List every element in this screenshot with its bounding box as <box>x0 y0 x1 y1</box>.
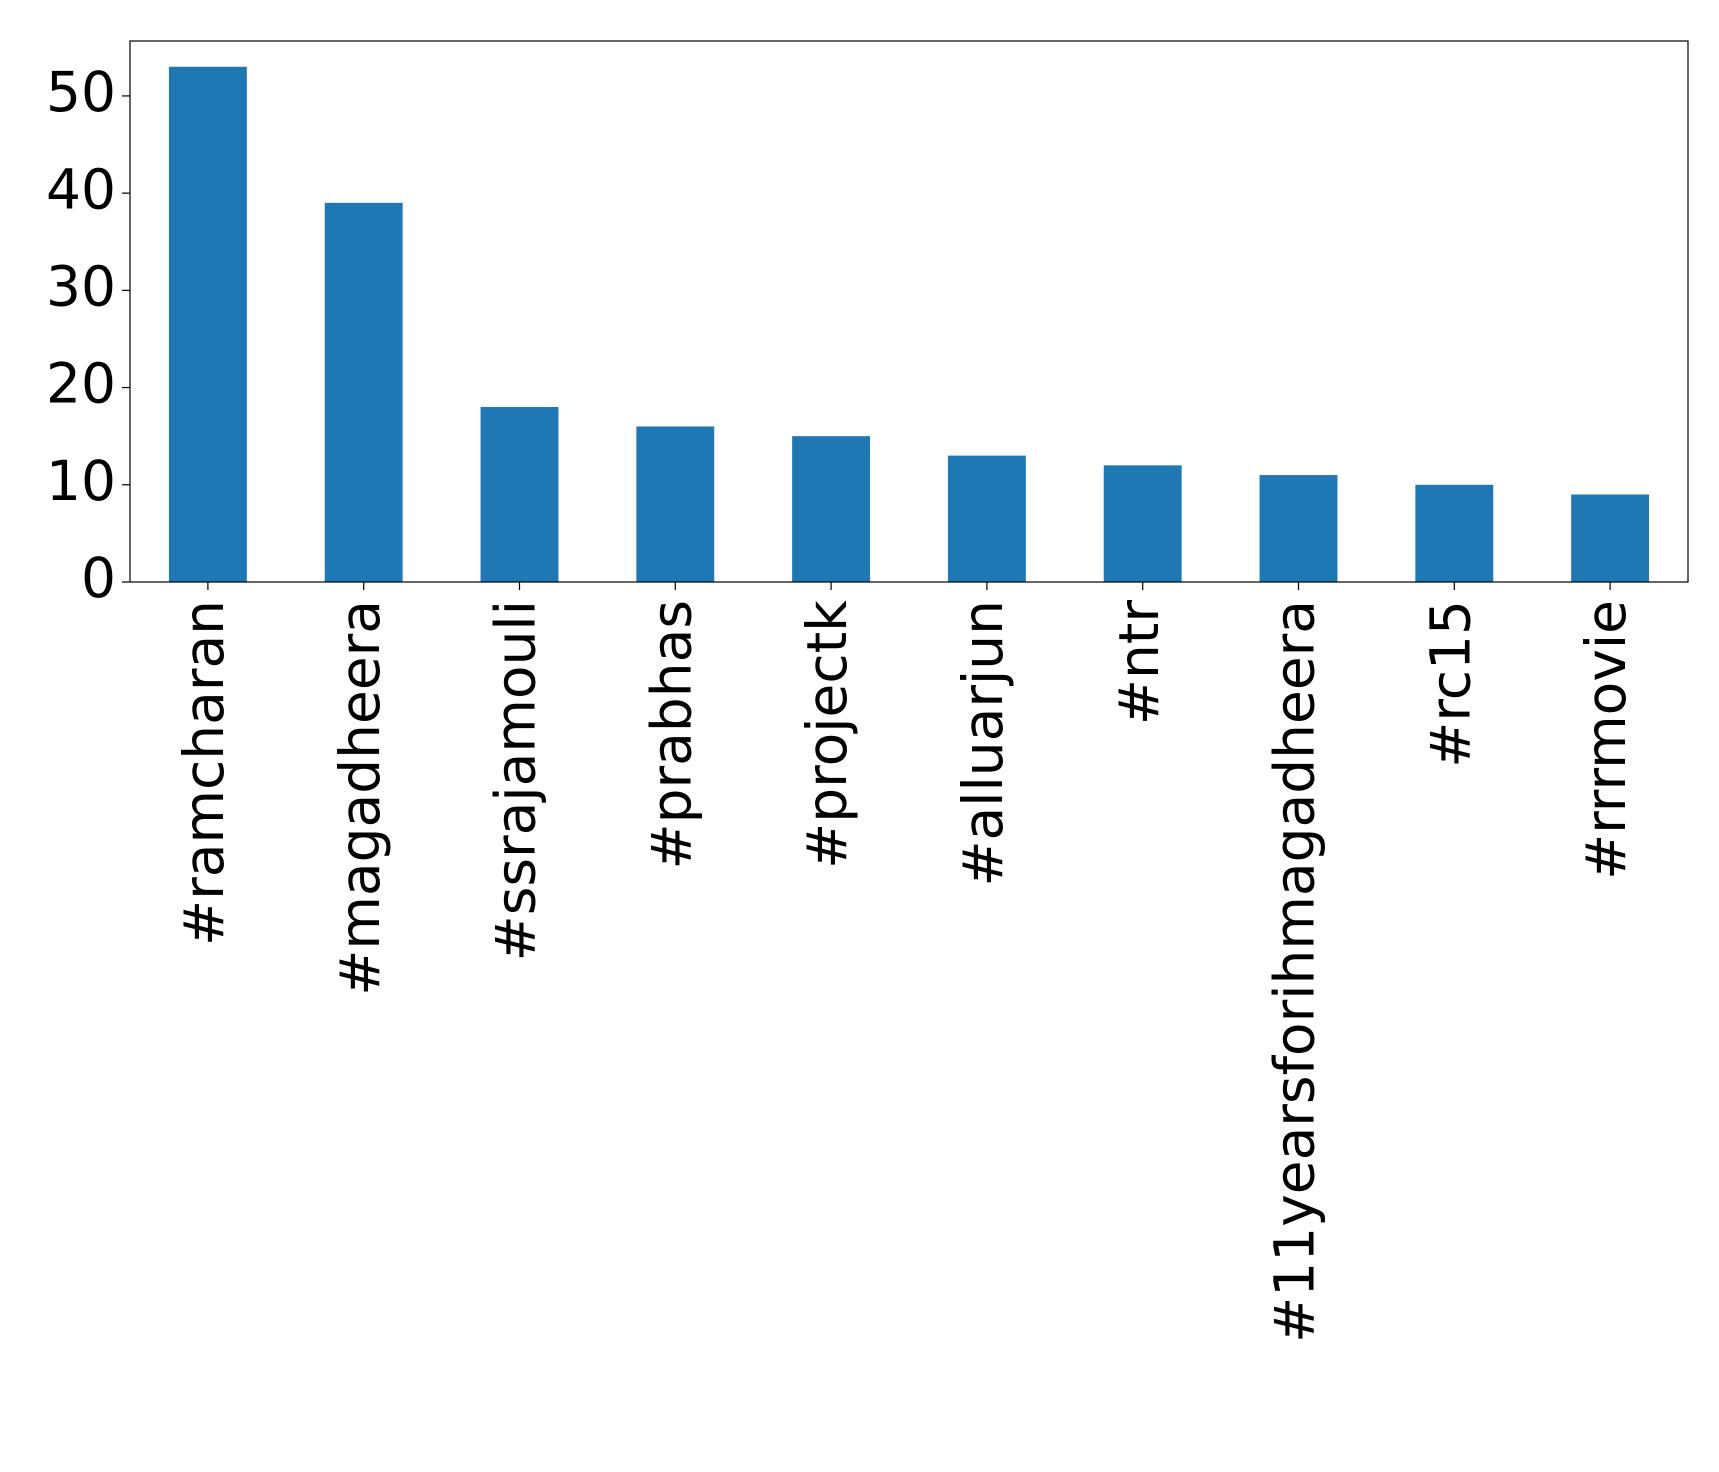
x-tick-label: #projectk <box>795 600 859 869</box>
x-tick-label: #rc15 <box>1418 600 1482 768</box>
bar <box>1571 494 1650 582</box>
bar <box>168 66 247 582</box>
y-tick-label: 40 <box>46 157 116 221</box>
y-tick-label: 20 <box>46 352 116 416</box>
y-tick-label: 10 <box>46 449 116 513</box>
bar <box>480 407 559 582</box>
bar <box>947 455 1026 582</box>
y-tick-label: 50 <box>46 60 116 124</box>
y-tick-label: 30 <box>46 254 116 318</box>
bar <box>792 436 871 582</box>
x-tick-label: #ramcharan <box>172 600 236 946</box>
bar <box>636 426 715 582</box>
x-tick-label: #prabhas <box>639 600 703 869</box>
bar <box>1103 465 1182 582</box>
x-tick-label: #magadheera <box>328 600 392 996</box>
x-tick-label: #alluarjun <box>951 600 1015 887</box>
y-tick-label: 0 <box>81 546 116 610</box>
bar <box>324 202 403 582</box>
x-tick-label: #rrrmovie <box>1574 600 1638 880</box>
x-tick-label: #11yearsforihmagadheera <box>1263 600 1327 1343</box>
bar <box>1259 475 1338 582</box>
x-tick-label: #ntr <box>1107 600 1171 726</box>
bar <box>1415 484 1494 582</box>
x-tick-label: #ssrajamouli <box>484 600 548 961</box>
plot-frame <box>129 40 1689 583</box>
